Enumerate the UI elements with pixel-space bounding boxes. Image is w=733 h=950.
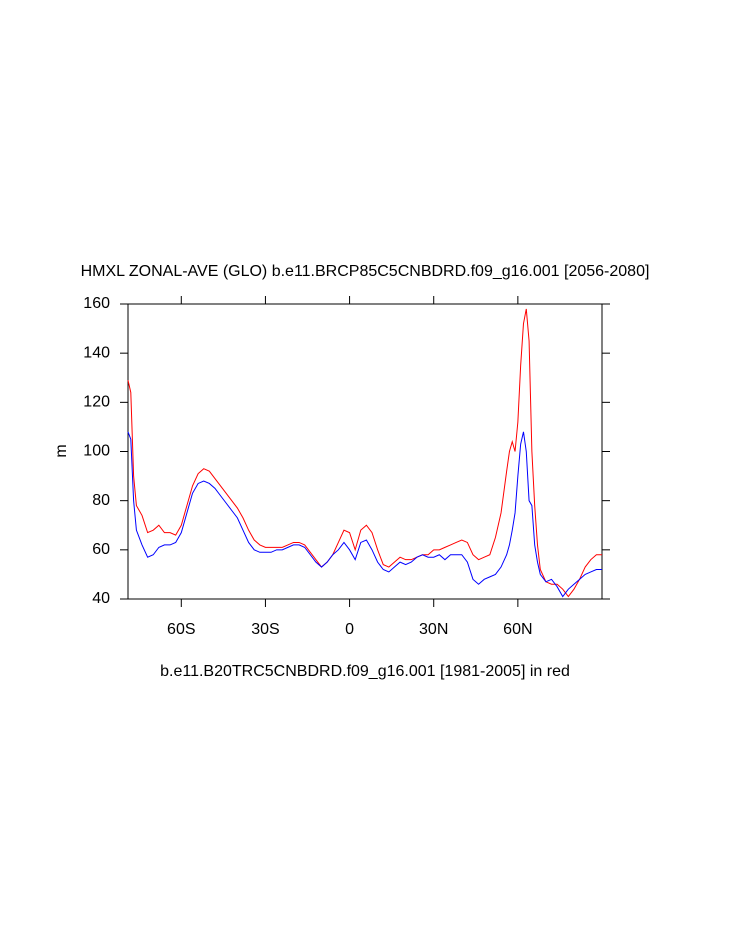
chart-title: HMXL ZONAL-AVE (GLO) b.e11.BRCP85C5CNBDR… <box>81 263 650 280</box>
y-tick-label: 80 <box>92 492 110 509</box>
x-tick-label: 30S <box>251 621 279 638</box>
y-axis-label: m <box>53 444 70 457</box>
x-tick-label: 0 <box>345 621 354 638</box>
y-tick-label: 160 <box>83 295 110 312</box>
x-axis-label: b.e11.B20TRC5CNBDRD.f09_g16.001 [1981-20… <box>160 663 570 680</box>
y-tick-label: 100 <box>83 443 110 460</box>
x-tick-label: 30N <box>419 621 448 638</box>
series-line <box>127 308 602 598</box>
y-tick-label: 60 <box>92 541 110 558</box>
y-tick-label: 120 <box>83 394 110 411</box>
x-tick-label: 60N <box>503 621 532 638</box>
y-tick-label: 40 <box>92 590 110 607</box>
y-tick-label: 140 <box>83 344 110 361</box>
x-tick-label: 60S <box>167 621 195 638</box>
series-line <box>127 431 602 598</box>
